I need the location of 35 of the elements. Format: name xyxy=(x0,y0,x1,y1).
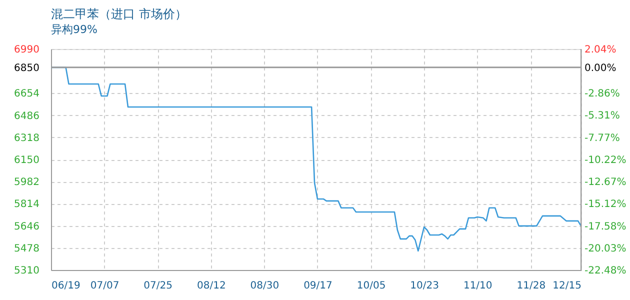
y2-tick-label: -12.67% xyxy=(584,177,626,188)
x-tick-label: 12/15 xyxy=(552,280,582,292)
chart-title: 混二甲苯（进口 市场价） xyxy=(51,7,187,21)
y-tick-label: 6654 xyxy=(14,88,40,100)
y-tick-label: 6990 xyxy=(14,44,40,56)
x-tick-label: 06/19 xyxy=(52,280,80,292)
x-tick-label: 11/28 xyxy=(516,280,546,292)
y-tick-label: 5478 xyxy=(14,243,40,254)
y2-tick-label: -15.12% xyxy=(584,199,626,210)
y2-tick-label: 2.04% xyxy=(584,44,616,56)
y2-tick-label: -17.58% xyxy=(584,221,626,232)
y-tick-label: 5310 xyxy=(14,266,40,276)
y-tick-label: 5646 xyxy=(14,221,40,232)
y2-tick-label: -2.86% xyxy=(584,88,620,100)
y2-tick-label: -5.31% xyxy=(584,110,620,122)
y2-tick-label: 0.00% xyxy=(584,62,616,74)
y2-tick-label: -22.48% xyxy=(584,266,626,276)
x-tick-label: 10/05 xyxy=(356,280,386,292)
x-tick-label: 07/07 xyxy=(90,280,120,292)
x-tick-label: 11/10 xyxy=(463,280,492,292)
y-tick-label: 5982 xyxy=(14,177,40,188)
y-tick-label: 6150 xyxy=(14,155,40,166)
y2-tick-label: -20.03% xyxy=(584,243,626,254)
x-tick-label: 08/30 xyxy=(250,280,280,292)
x-tick-label: 09/17 xyxy=(304,280,332,292)
x-tick-label: 08/12 xyxy=(196,280,226,292)
y2-tick-label: -10.22% xyxy=(584,155,626,166)
y-tick-label: 6318 xyxy=(14,132,40,144)
x-tick-label: 10/23 xyxy=(410,280,439,292)
y-tick-label: 6850 xyxy=(14,62,40,74)
x-tick-label: 07/25 xyxy=(144,280,173,292)
chart-subtitle: 异构99% xyxy=(51,23,98,36)
y-tick-label: 5814 xyxy=(14,199,40,210)
y-tick-label: 6486 xyxy=(14,110,40,122)
y2-tick-label: -7.77% xyxy=(584,132,620,144)
